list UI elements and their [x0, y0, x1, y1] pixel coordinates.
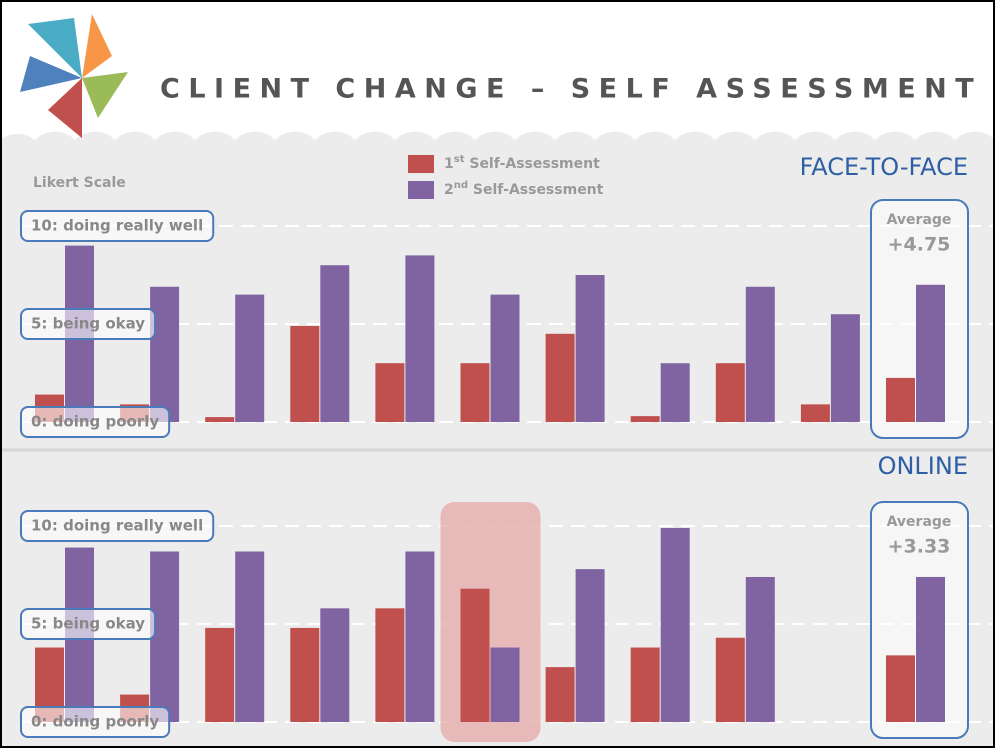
average-change: +3.33 [888, 536, 951, 558]
legend-swatch [408, 181, 434, 199]
y-tick-box [20, 608, 157, 640]
y-tick-label: 5: being okay [31, 315, 145, 333]
bar [405, 255, 435, 422]
bar [290, 627, 320, 722]
y-tick-box [20, 210, 215, 242]
section-title: FACE-TO-FACE [800, 153, 968, 181]
page-title: CLIENT CHANGE – SELF ASSESSMENT [160, 74, 982, 105]
logo-petal [48, 78, 82, 138]
bar [375, 363, 405, 422]
bar [150, 551, 180, 722]
bar [575, 569, 605, 722]
bar [575, 275, 605, 422]
y-tick-label: 10: doing really well [31, 517, 203, 535]
bar [916, 576, 945, 722]
y-tick-label: 0: doing poorly [31, 713, 159, 731]
bar [916, 284, 945, 422]
bar [715, 363, 745, 422]
logo-petal [20, 56, 82, 92]
bar [830, 314, 860, 422]
bar [490, 647, 520, 722]
logo-petal [28, 18, 82, 78]
bar [886, 377, 915, 422]
bar [660, 363, 690, 422]
bar [405, 551, 435, 722]
logo-petal [82, 72, 128, 118]
y-tick-label: 10: doing really well [31, 217, 203, 235]
bar [460, 363, 490, 422]
y-axis-label: Likert Scale [33, 175, 126, 191]
bar [745, 576, 775, 722]
y-tick-box [20, 510, 215, 542]
header-band [0, 0, 995, 140]
average-label: Average [887, 514, 952, 530]
average-change: +4.75 [888, 234, 951, 256]
bar [800, 404, 830, 422]
bar [886, 655, 915, 722]
bar [660, 527, 690, 722]
bar [150, 286, 180, 422]
bar [205, 627, 235, 722]
legend-label: 2nd Self-Assessment [444, 180, 604, 198]
bar [490, 294, 520, 422]
bar [545, 333, 575, 422]
y-tick-label: 0: doing poorly [31, 413, 159, 431]
legend-swatch [408, 155, 434, 173]
bar [460, 588, 490, 722]
bar [235, 551, 265, 722]
bar [630, 647, 660, 722]
bar [545, 667, 575, 722]
section-title: ONLINE [878, 452, 968, 480]
bar [715, 637, 745, 722]
bar [630, 416, 660, 422]
y-tick-box [20, 406, 171, 438]
bar [745, 286, 775, 422]
bar [235, 294, 265, 422]
logo [20, 14, 128, 138]
average-label: Average [887, 212, 952, 228]
y-tick-box [20, 308, 157, 340]
bar [375, 608, 405, 722]
bar [205, 417, 235, 422]
bar [320, 608, 350, 722]
bar [320, 265, 350, 422]
y-tick-label: 5: being okay [31, 615, 145, 633]
logo-petal [82, 14, 112, 78]
bar [290, 325, 320, 422]
legend-label: 1st Self-Assessment [444, 154, 600, 172]
y-tick-box [20, 706, 171, 738]
